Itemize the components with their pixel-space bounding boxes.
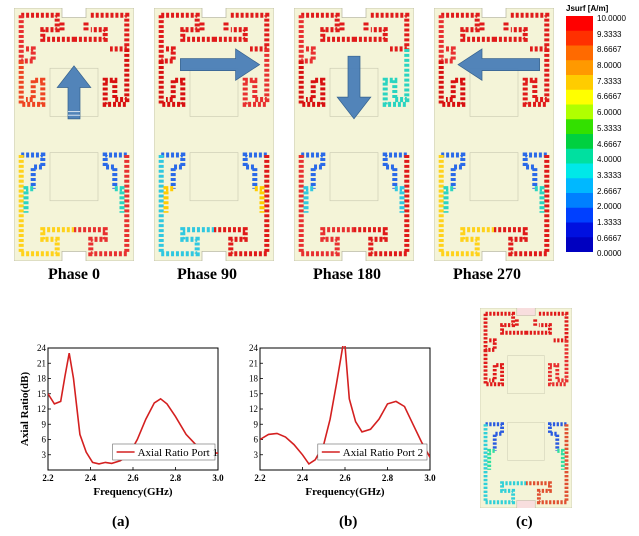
x-tick-label: 2.2	[254, 473, 266, 483]
y-axis-label: Axial Ratio(dB)	[19, 372, 31, 447]
current-panel-phase-3	[434, 8, 554, 261]
legend-tick-label: 6.6667	[597, 92, 622, 102]
y-tick-label: 21	[249, 358, 258, 368]
legend-swatch	[566, 119, 593, 135]
legend-swatch	[566, 30, 593, 46]
caption-a: (a)	[112, 514, 130, 530]
legend-box	[317, 443, 428, 461]
y-tick-label: 18	[37, 374, 47, 384]
legend-swatch	[566, 60, 593, 76]
x-tick-label: 2.4	[85, 473, 97, 483]
y-tick-label: 12	[249, 404, 258, 414]
legend-tick-label: 6.0000	[597, 108, 622, 118]
phase-label-180: Phase 180	[313, 266, 381, 283]
y-tick-label: 3	[254, 450, 259, 460]
legend-tick-label: 10.0000	[597, 14, 626, 23]
x-tick-label: 2.4	[297, 473, 309, 483]
axial-ratio-chart-port2: 3 6 9 12 15 18 21 24 2.2 2.4 2.6 2.8 3.0 Axial Ratio …	[249, 343, 436, 498]
direction-arrow-right	[180, 48, 261, 81]
legend-tick-label: 0.0000	[597, 249, 622, 259]
legend-tick-label: 2.0000	[597, 202, 622, 212]
y-tick-label: 12	[37, 404, 46, 414]
legend-swatch	[566, 89, 593, 105]
legend-swatch	[566, 134, 593, 150]
legend-tick-label: 4.0000	[597, 155, 622, 165]
x-tick-label: 2.6	[127, 473, 139, 483]
legend-title: Jsurf [A/m]	[566, 4, 609, 13]
series-line	[260, 346, 430, 465]
direction-arrow-left	[457, 48, 540, 81]
legend-tick-label: 1.3333	[597, 217, 622, 227]
phase-label-270: Phase 270	[453, 266, 521, 283]
current-panel-phase-2	[294, 8, 414, 261]
x-axis-label: Frequency(GHz)	[93, 486, 173, 498]
legend-tick-label: 0.6667	[597, 233, 622, 243]
x-tick-label: 3.0	[424, 473, 436, 483]
legend-tick-label: 9.3333	[597, 29, 622, 39]
legend-ticks: 10.0000 9.3333 8.6667 8.0000 7.3333 6.6667 6.0…	[597, 14, 626, 265]
y-tick-label: 9	[42, 419, 47, 429]
legend-tick-label: 7.3333	[597, 76, 622, 86]
current-panel-phase-0	[14, 8, 134, 261]
legend-box	[112, 443, 216, 461]
y-tick-label: 15	[37, 389, 47, 399]
legend-swatch	[566, 148, 593, 164]
legend-tick-label: 8.0000	[597, 61, 622, 71]
x-tick-label: 2.8	[170, 473, 182, 483]
y-tick-label: 18	[249, 374, 259, 384]
y-tick-label: 24	[249, 343, 259, 353]
x-tick-label: 2.8	[382, 473, 394, 483]
direction-arrow-down	[336, 55, 372, 120]
y-tick-label: 15	[249, 389, 259, 399]
y-tick-label: 9	[254, 419, 259, 429]
caption-c: (c)	[516, 514, 533, 530]
legend-swatch	[566, 178, 593, 194]
legend-colorbar	[566, 16, 593, 252]
y-tick-label: 6	[42, 435, 47, 445]
current-panel-c	[480, 308, 572, 508]
direction-arrow-up	[56, 65, 92, 120]
x-tick-label: 2.2	[42, 473, 54, 483]
caption-b: (b)	[339, 514, 358, 530]
legend-swatch	[566, 16, 593, 32]
legend-swatch	[566, 45, 593, 61]
legend-swatch	[566, 222, 593, 238]
legend-swatch	[566, 104, 593, 120]
phase-label-0: Phase 0	[48, 266, 100, 283]
legend-swatch	[566, 193, 593, 209]
y-tick-label: 6	[254, 435, 259, 445]
y-tick-label: 21	[37, 358, 46, 368]
legend-swatch	[566, 75, 593, 91]
legend-label: Axial Ratio Port 1	[138, 447, 218, 459]
y-tick-label: 24	[37, 343, 47, 353]
legend-tick-label: 2.6667	[597, 186, 622, 196]
x-axis-label: Frequency(GHz)	[305, 486, 385, 498]
current-panel-phase-1	[154, 8, 274, 261]
series-line	[48, 352, 218, 465]
legend-tick-label: 4.6667	[597, 139, 622, 149]
phase-label-90: Phase 90	[177, 266, 237, 283]
y-tick-label: 3	[42, 450, 47, 460]
legend-tick-label: 8.6667	[597, 45, 622, 55]
legend-swatch	[566, 237, 593, 252]
legend-swatch	[566, 163, 593, 179]
legend-tick-label: 3.3333	[597, 170, 622, 180]
axial-ratio-chart-port1: 3 6 9 12 15 18 21 24 2.2 2.4 2.6 2.8 3.0 Axial Ratio …	[19, 343, 224, 498]
x-tick-label: 3.0	[212, 473, 224, 483]
legend-swatch	[566, 207, 593, 223]
legend-tick-label: 5.3333	[597, 123, 622, 133]
legend-label: Axial Ratio Port 2	[343, 447, 423, 459]
x-tick-label: 2.6	[339, 473, 351, 483]
